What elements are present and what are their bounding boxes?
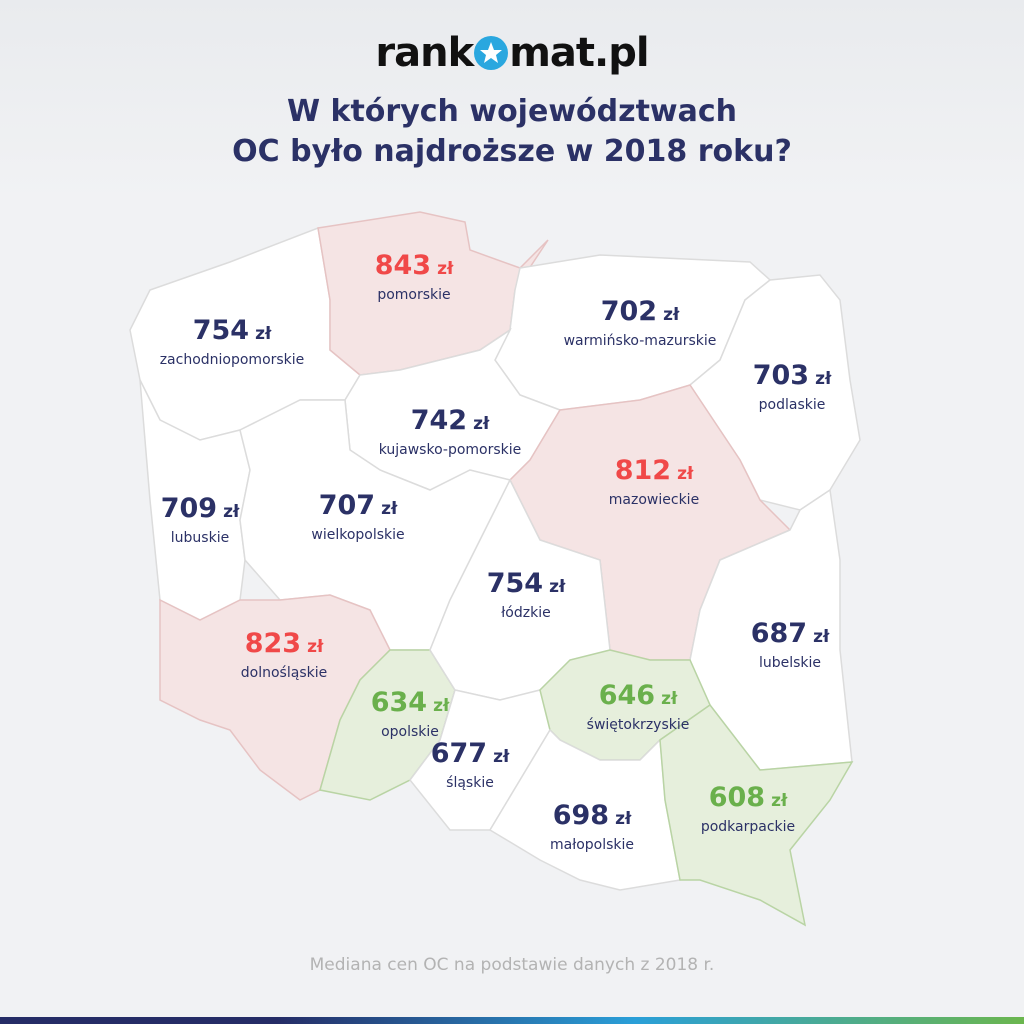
currency-label: zł (615, 809, 632, 829)
region-name: małopolskie (549, 837, 635, 853)
title-line-2: OC było najdroższe w 2018 roku? (232, 134, 792, 169)
price-value: 707 (318, 490, 376, 521)
page-title: W których województwach OC było najdrożs… (0, 92, 1024, 172)
region-price: 709 zł (161, 493, 240, 528)
region-label-malopolskie: 698 zł małopolskie (550, 800, 634, 855)
price-value: 677 (430, 738, 488, 769)
currency-label: zł (493, 747, 510, 767)
region-price: 646 zł (587, 680, 690, 715)
price-value: 812 (614, 455, 672, 486)
price-value: 702 (600, 296, 658, 327)
region-label-lubelskie: 687 zł lubelskie (751, 618, 830, 673)
region-name: zachodniopomorskie (159, 352, 305, 368)
price-value: 823 (244, 628, 302, 659)
logo-text: mat.pl (509, 30, 649, 76)
region-label-warminsko-mazurskie: 702 zł warmińsko-mazurskie (564, 296, 717, 351)
price-value: 709 (160, 493, 218, 524)
price-value: 754 (486, 568, 544, 599)
region-name: śląskie (446, 775, 494, 791)
region-price: 823 zł (241, 628, 327, 663)
region-label-slaskie: 677 zł śląskie (431, 738, 510, 793)
price-value: 742 (410, 405, 468, 436)
region-name: dolnośląskie (240, 665, 328, 681)
region-label-lodzkie: 754 zł łódzkie (487, 568, 566, 623)
region-label-podkarpackie: 608 zł podkarpackie (701, 782, 795, 837)
footer-note: Mediana cen OC na podstawie danych z 201… (309, 955, 715, 975)
region-name: świętokrzyskie (586, 717, 690, 733)
region-label-opolskie: 634 zł opolskie (371, 687, 450, 742)
title-line-1: W których województwach (286, 94, 738, 129)
price-value: 703 (752, 360, 810, 391)
region-name: opolskie (381, 724, 439, 740)
region-label-swietokrzyskie: 646 zł świętokrzyskie (587, 680, 690, 735)
currency-label: zł (223, 502, 240, 522)
region-price: 843 zł (375, 250, 454, 285)
currency-label: zł (815, 369, 832, 389)
currency-label: zł (433, 696, 450, 716)
currency-label: zł (549, 577, 566, 597)
region-price: 812 zł (609, 455, 699, 490)
region-price: 677 zł (431, 738, 510, 773)
price-value: 608 (708, 782, 766, 813)
region-name: kujawsko-pomorskie (378, 442, 522, 458)
currency-label: zł (381, 499, 398, 519)
currency-label: zł (307, 637, 324, 657)
currency-label: zł (771, 791, 788, 811)
price-value: 687 (750, 618, 808, 649)
region-name: podlaskie (758, 397, 826, 413)
price-value: 754 (192, 315, 250, 346)
gradient-bar (0, 1017, 1024, 1024)
region-label-pomorskie: 843 zł pomorskie (375, 250, 454, 305)
currency-label: zł (677, 464, 694, 484)
region-price: 742 zł (379, 405, 522, 440)
currency-label: zł (813, 627, 830, 647)
currency-label: zł (663, 305, 680, 325)
region-name: lubelskie (758, 655, 822, 671)
region-price: 608 zł (701, 782, 795, 817)
region-label-podlaskie: 703 zł podlaskie (753, 360, 832, 415)
region-label-lubuskie: 709 zł lubuskie (161, 493, 240, 548)
region-label-kujawsko-pomorskie: 742 zł kujawsko-pomorskie (379, 405, 522, 460)
region-price: 754 zł (487, 568, 566, 603)
region-label-mazowieckie: 812 zł mazowieckie (609, 455, 699, 510)
currency-label: zł (255, 324, 272, 344)
currency-label: zł (661, 689, 678, 709)
region-name: podkarpackie (700, 819, 796, 835)
region-price: 702 zł (564, 296, 717, 331)
region-name: pomorskie (377, 287, 451, 303)
price-value: 698 (552, 800, 610, 831)
region-label-dolnoslaskie: 823 zł dolnośląskie (241, 628, 327, 683)
price-value: 843 (374, 250, 432, 281)
logo-text: rank (375, 30, 474, 76)
price-value: 646 (598, 680, 656, 711)
region-name: łódzkie (501, 605, 551, 621)
region-name: mazowieckie (608, 492, 700, 508)
region-price: 687 zł (751, 618, 830, 653)
region-price: 754 zł (160, 315, 305, 350)
star-icon (474, 36, 509, 70)
price-value: 634 (370, 687, 428, 718)
currency-label: zł (437, 259, 454, 279)
region-podkarpackie (659, 703, 854, 927)
rankomat-logo: rank mat.pl (0, 30, 1024, 76)
region-name: lubuskie (170, 530, 230, 546)
currency-label: zł (473, 414, 490, 434)
region-label-zachodniopomorskie: 754 zł zachodniopomorskie (160, 315, 305, 370)
region-price: 707 zł (311, 490, 404, 525)
region-label-wielkopolskie: 707 zł wielkopolskie (311, 490, 404, 545)
region-name: wielkopolskie (311, 527, 405, 543)
region-price: 703 zł (753, 360, 832, 395)
region-name: warmińsko-mazurskie (563, 333, 717, 349)
region-price: 698 zł (550, 800, 634, 835)
region-price: 634 zł (371, 687, 450, 722)
